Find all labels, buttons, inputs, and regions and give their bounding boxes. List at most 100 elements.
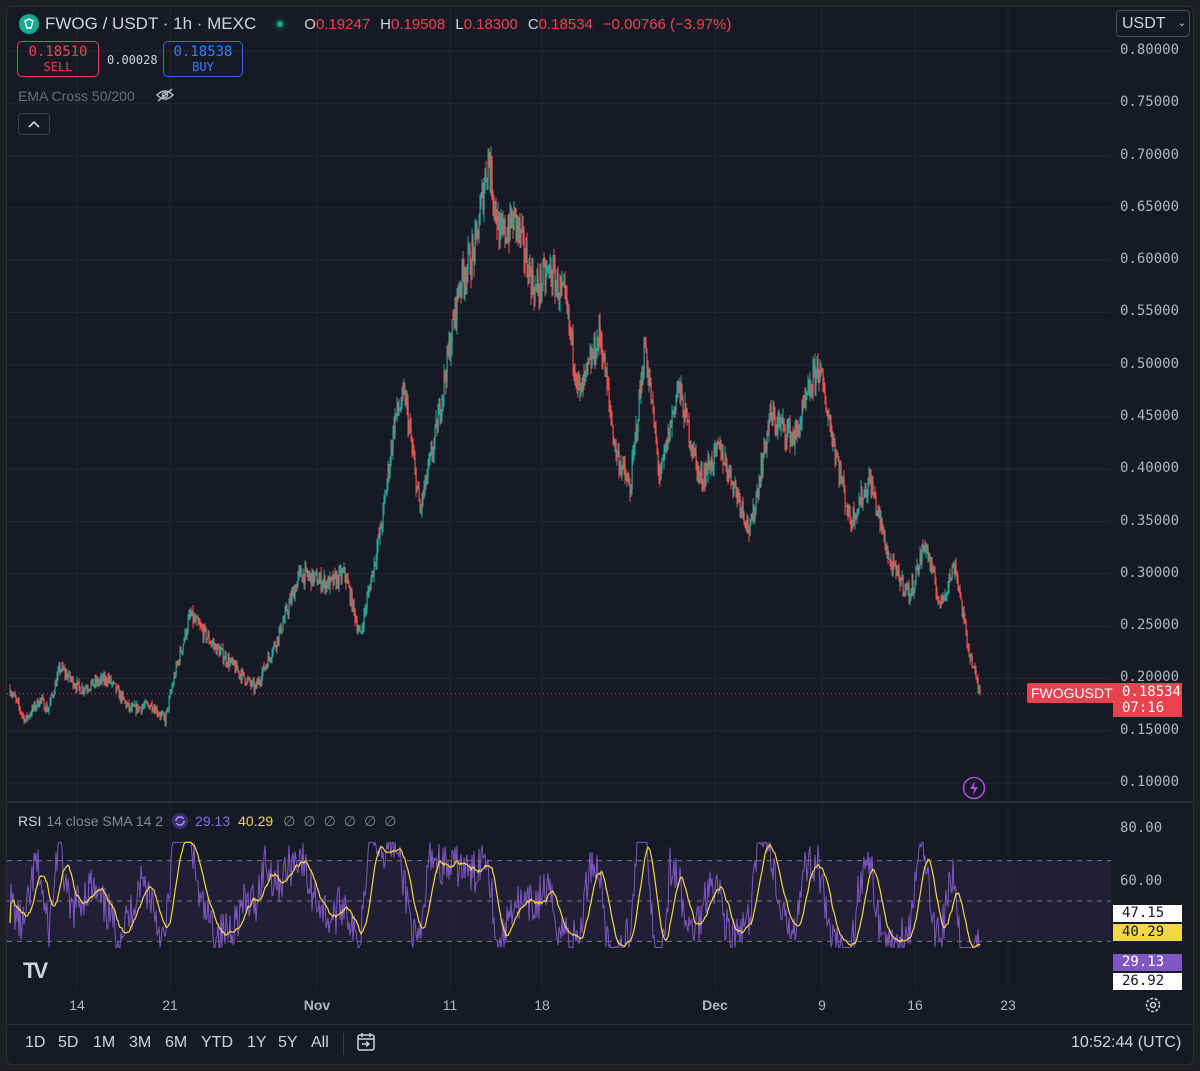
candle-body bbox=[851, 524, 853, 527]
candle-body bbox=[74, 686, 76, 688]
candle-body bbox=[170, 691, 172, 693]
candle-body bbox=[221, 648, 223, 650]
range-button-1m[interactable]: 1M bbox=[93, 1034, 116, 1051]
candle-body bbox=[447, 348, 449, 355]
candle-body bbox=[292, 589, 294, 593]
candle-body bbox=[759, 482, 761, 486]
spread-value: 0.00028 bbox=[107, 53, 158, 67]
candle-body bbox=[496, 218, 498, 230]
candle-body bbox=[169, 692, 171, 699]
calendar-goto-icon[interactable] bbox=[355, 1031, 377, 1053]
tradingview-logo[interactable]: TV bbox=[23, 958, 48, 983]
price-axis-tick: 0.25000 bbox=[1120, 617, 1180, 634]
range-button-5y[interactable]: 5Y bbox=[278, 1034, 298, 1051]
utc-clock[interactable]: 10:52:44 (UTC) bbox=[1071, 1034, 1182, 1051]
candle-body bbox=[871, 482, 873, 494]
range-button-ytd[interactable]: YTD bbox=[201, 1034, 233, 1051]
candle-body bbox=[812, 367, 814, 394]
candle-body bbox=[99, 679, 101, 682]
candle-body bbox=[839, 466, 841, 479]
candle-body bbox=[717, 442, 719, 445]
candle-body bbox=[776, 426, 778, 431]
candle-body bbox=[470, 273, 472, 276]
candle-body bbox=[780, 422, 782, 426]
range-button-all[interactable]: All bbox=[311, 1034, 329, 1051]
candle-body bbox=[232, 659, 234, 663]
candle-body bbox=[542, 264, 544, 286]
candle-body bbox=[110, 676, 112, 684]
price-axis-tick: 0.30000 bbox=[1120, 564, 1180, 581]
candle-body bbox=[256, 682, 258, 686]
price-axis-tick: 0.45000 bbox=[1120, 408, 1180, 424]
candle-body bbox=[428, 460, 430, 463]
candle-body bbox=[607, 384, 609, 388]
candle-body bbox=[247, 678, 249, 680]
sell-button[interactable]: 0.18510 SELL bbox=[17, 41, 99, 77]
price-axis-tick: 0.55000 bbox=[1120, 303, 1180, 320]
chart-canvas[interactable] bbox=[7, 7, 1193, 1064]
eye-hidden-icon[interactable] bbox=[155, 87, 175, 103]
candle-body bbox=[452, 319, 454, 321]
candle-body bbox=[21, 713, 23, 715]
sync-icon[interactable] bbox=[171, 812, 189, 830]
candle-body bbox=[16, 699, 18, 701]
candle-body bbox=[785, 439, 787, 443]
gear-icon[interactable] bbox=[1144, 996, 1162, 1014]
lightning-icon[interactable] bbox=[962, 776, 986, 800]
rsi-legend[interactable]: RSI 14 close SMA 14 2 29.13 40.29 ∅ ∅ ∅ … bbox=[18, 812, 404, 830]
candle-body bbox=[12, 694, 14, 696]
candle-body bbox=[727, 474, 729, 478]
buy-button[interactable]: 0.18538 BUY bbox=[163, 41, 243, 77]
candle-body bbox=[193, 617, 195, 623]
candle-body bbox=[619, 464, 621, 471]
candle-body bbox=[264, 667, 266, 671]
candle-body bbox=[250, 683, 252, 686]
candle-body bbox=[653, 406, 655, 426]
candle-body bbox=[819, 366, 821, 381]
time-axis-tick: 18 bbox=[534, 997, 550, 1013]
candle-body bbox=[525, 246, 527, 262]
range-button-1y[interactable]: 1Y bbox=[247, 1034, 267, 1051]
candle-body bbox=[699, 476, 701, 478]
range-button-3m[interactable]: 3M bbox=[129, 1034, 152, 1051]
candle-body bbox=[538, 290, 540, 297]
candle-body bbox=[335, 574, 337, 587]
candle-body bbox=[140, 707, 142, 712]
range-button-1d[interactable]: 1D bbox=[25, 1034, 46, 1051]
candle-body bbox=[773, 409, 775, 416]
candle-body bbox=[765, 445, 767, 450]
candle-body bbox=[729, 466, 731, 472]
candle-body bbox=[832, 438, 834, 446]
candle-body bbox=[476, 225, 478, 230]
candle-body bbox=[460, 286, 462, 290]
range-button-6m[interactable]: 6M bbox=[165, 1034, 188, 1051]
candle-body bbox=[159, 714, 161, 717]
candle-body bbox=[866, 495, 868, 497]
candle-body bbox=[823, 387, 825, 390]
candle-body bbox=[192, 610, 194, 623]
range-button-5d[interactable]: 5D bbox=[58, 1034, 79, 1051]
candle-body bbox=[222, 648, 224, 662]
symbol-title[interactable]: FWOG / USDT · 1h · MEXC bbox=[45, 14, 257, 33]
candle-body bbox=[205, 628, 207, 641]
candle-body bbox=[172, 683, 174, 687]
candle-body bbox=[39, 697, 41, 706]
collapse-indicators-button[interactable] bbox=[18, 113, 50, 135]
candle-body bbox=[883, 533, 885, 535]
candle-body bbox=[638, 391, 640, 422]
candle-body bbox=[533, 290, 535, 302]
candle-body bbox=[357, 630, 359, 632]
candle-body bbox=[908, 585, 910, 601]
open-key: O bbox=[304, 15, 316, 33]
candle-body bbox=[316, 573, 318, 585]
candle-body bbox=[824, 389, 826, 404]
candle-body bbox=[302, 573, 304, 582]
currency-select[interactable]: USDT ⌄ bbox=[1116, 10, 1190, 37]
candle-body bbox=[339, 570, 341, 572]
candle-body bbox=[737, 493, 739, 500]
candle-body bbox=[430, 448, 432, 454]
ema-indicator-label[interactable]: EMA Cross 50/200 bbox=[18, 88, 135, 104]
candle-body bbox=[61, 665, 63, 671]
candle-body bbox=[552, 262, 554, 287]
candle-body bbox=[588, 358, 590, 364]
